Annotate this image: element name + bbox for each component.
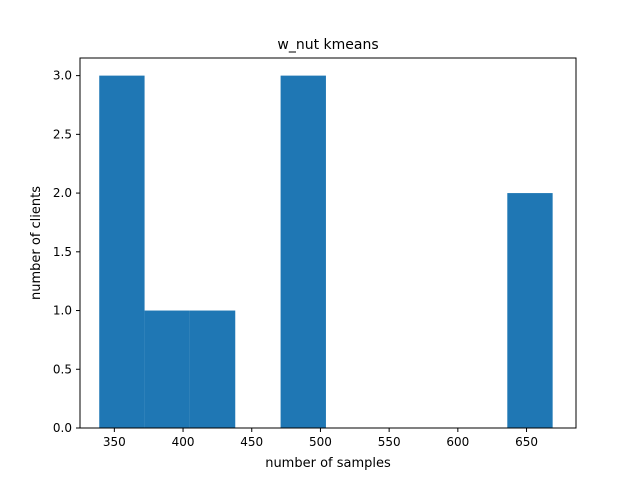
y-tick-label: 0.0 (53, 421, 72, 435)
x-tick-label: 350 (103, 435, 126, 449)
y-tick-label: 3.0 (53, 69, 72, 83)
histogram-bar-2 (189, 310, 236, 428)
y-tick-label: 1.5 (53, 245, 72, 259)
y-tick-label: 2.0 (53, 186, 72, 200)
x-axis-label: number of samples (265, 456, 391, 471)
bars-group (99, 75, 553, 428)
x-tick-label: 650 (515, 435, 538, 449)
y-axis-label: number of clients (29, 186, 44, 300)
histogram-bar-4 (280, 75, 326, 428)
histogram-bar-9 (507, 193, 553, 428)
x-tick-label: 600 (446, 435, 469, 449)
histogram-bar-0 (99, 75, 145, 428)
x-tick-label: 550 (378, 435, 401, 449)
y-tick-label: 0.5 (53, 362, 72, 376)
x-tick-label: 450 (240, 435, 263, 449)
x-tick-label: 500 (309, 435, 332, 449)
y-tick-label: 2.5 (53, 127, 72, 141)
x-tick-label: 400 (172, 435, 195, 449)
x-axis-ticks: 350 400 450 500 550 600 650 (103, 428, 538, 449)
chart-title: w_nut kmeans (277, 37, 378, 53)
plot-frame (79, 57, 577, 429)
y-axis-ticks: 0.0 0.5 1.0 1.5 2.0 2.5 3.0 (53, 69, 80, 435)
histogram-bar-1 (144, 310, 190, 428)
y-tick-label: 1.0 (53, 304, 72, 318)
